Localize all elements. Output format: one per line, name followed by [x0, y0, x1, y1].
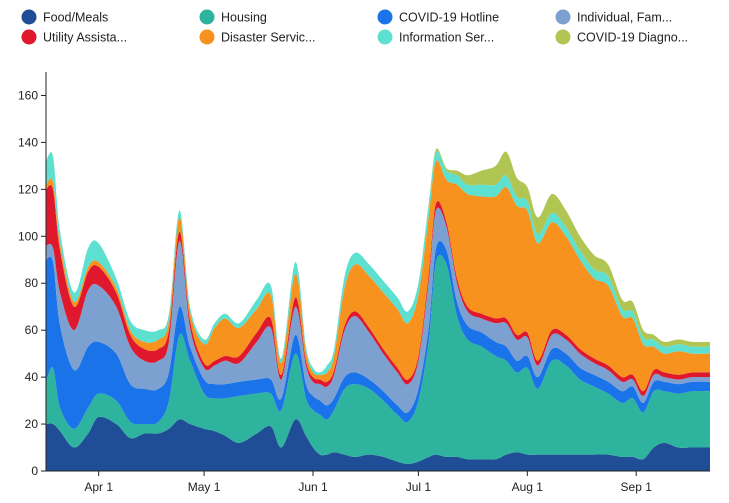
y-tick: 40 [25, 370, 46, 384]
x-tick-label: Jul 1 [406, 480, 432, 494]
x-tick: Aug 1 [512, 471, 544, 494]
x-tick-label: Sep 1 [621, 480, 653, 494]
legend-label: Utility Assista... [43, 31, 127, 45]
legend-item[interactable]: Housing [199, 9, 267, 25]
legend-item[interactable]: COVID-19 Diagno... [555, 29, 689, 45]
y-tick: 100 [18, 229, 46, 243]
legend-item[interactable]: Individual, Fam... [555, 9, 673, 25]
y-tick-label: 0 [31, 464, 38, 478]
legend-label: Individual, Fam... [577, 11, 672, 25]
y-tick: 120 [18, 182, 46, 196]
legend-swatch [377, 9, 393, 25]
x-axis: Apr 1 May 1 Jun 1 Jul 1 Aug 1 Sep 1 [46, 470, 710, 494]
y-tick-label: 80 [25, 276, 39, 290]
legend-label: Food/Meals [43, 11, 108, 25]
y-tick-label: 20 [25, 417, 39, 431]
x-tick-label: May 1 [188, 480, 221, 494]
x-tick: Sep 1 [621, 471, 653, 494]
y-tick: 80 [25, 276, 46, 290]
legend-label: Disaster Servic... [221, 31, 315, 45]
y-tick-label: 140 [18, 135, 38, 149]
y-tick-label: 60 [25, 323, 39, 337]
y-tick: 160 [18, 88, 46, 102]
y-tick-label: 120 [18, 182, 38, 196]
legend-swatch [555, 29, 571, 45]
y-axis: 0 20 40 60 80 100 120 140 160 [18, 72, 47, 478]
x-tick-label: Apr 1 [84, 480, 113, 494]
legend-label: COVID-19 Diagno... [577, 31, 688, 45]
legend-item[interactable]: Disaster Servic... [199, 29, 316, 45]
legend-item[interactable]: Utility Assista... [21, 29, 128, 45]
legend-swatch [21, 29, 37, 45]
legend: Food/Meals Housing COVID-19 Hotline Individ… [21, 9, 689, 45]
x-tick-label: Jun 1 [298, 480, 328, 494]
y-tick: 140 [18, 135, 46, 149]
legend-label: COVID-19 Hotline [399, 11, 499, 25]
legend-label: Housing [221, 11, 267, 25]
x-tick-label: Aug 1 [512, 480, 544, 494]
area-disaster-servic[interactable] [46, 160, 710, 392]
legend-swatch [555, 9, 571, 25]
area-individual-fam[interactable] [46, 207, 710, 413]
legend-swatch [21, 9, 37, 25]
x-tick: Jun 1 [298, 471, 328, 494]
legend-swatch [199, 9, 215, 25]
legend-item[interactable]: COVID-19 Hotline [377, 9, 500, 25]
x-tick: Apr 1 [84, 471, 113, 494]
legend-swatch [377, 29, 393, 45]
y-tick: 0 [31, 464, 46, 478]
x-tick: May 1 [188, 471, 221, 494]
legend-item[interactable]: Information Ser... [377, 29, 495, 45]
y-tick-label: 40 [25, 370, 39, 384]
area-covid-19-hotline[interactable] [46, 240, 710, 429]
x-tick: Jul 1 [406, 471, 432, 494]
y-tick-label: 160 [18, 88, 38, 102]
area-food-meals[interactable] [46, 416, 710, 471]
legend-label: Information Ser... [399, 31, 494, 45]
legend-swatch [199, 29, 215, 45]
area-housing[interactable] [46, 254, 710, 464]
y-tick: 60 [25, 323, 46, 337]
plot-area [46, 148, 710, 471]
y-tick-label: 100 [18, 229, 38, 243]
y-tick: 20 [25, 417, 46, 431]
legend-item[interactable]: Food/Meals [21, 9, 109, 25]
